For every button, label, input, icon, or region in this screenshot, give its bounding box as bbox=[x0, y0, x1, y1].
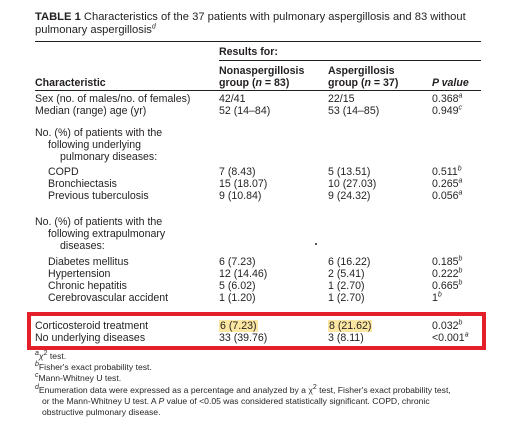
caption-text-2: pulmonary aspergillosis bbox=[35, 24, 152, 36]
cell-cort-asp: 8 (21.62) bbox=[328, 320, 373, 332]
cell-sex-asp: 22/15 bbox=[328, 93, 355, 105]
col1-header-1: Nonaspergillosis bbox=[219, 65, 305, 77]
caption-footnote-mark: d bbox=[151, 23, 156, 31]
highlight-marker: 8 (21.62) bbox=[328, 320, 373, 332]
cell-hep-p: 0.665b bbox=[432, 279, 463, 292]
cell-bronch-non: 15 (18.07) bbox=[219, 178, 268, 190]
cell-hep-non: 5 (6.02) bbox=[219, 280, 256, 292]
row-label-htn: Hypertension bbox=[48, 268, 111, 280]
red-highlight-box bbox=[27, 312, 486, 350]
cell-tb-non: 9 (10.84) bbox=[219, 190, 262, 202]
pulm-section-heading-3: pulmonary diseases: bbox=[60, 151, 158, 163]
cell-tb-p: 0.056a bbox=[432, 189, 463, 202]
table-label: TABLE 1 bbox=[35, 11, 81, 23]
cell-tb-asp: 9 (24.32) bbox=[328, 190, 371, 202]
cell-cva-non: 1 (1.20) bbox=[219, 292, 256, 304]
cell-cva-p: 1b bbox=[432, 291, 442, 304]
row-label-age: Median (range) age (yr) bbox=[35, 105, 147, 117]
row-label-sex: Sex (no. of males/no. of females) bbox=[35, 93, 191, 105]
cell-cort-p: 0.032b bbox=[432, 319, 463, 332]
col2-header-2: group (n = 37) bbox=[328, 77, 399, 89]
footnote-d-line2: or the Mann-Whitney U test. A P value of… bbox=[42, 396, 430, 406]
row-label-bronch: Bronchiectasis bbox=[48, 178, 117, 190]
row-label-dm: Diabetes mellitus bbox=[48, 256, 129, 268]
row-label-copd: COPD bbox=[48, 166, 79, 178]
col2-header-1: Aspergillosis bbox=[328, 65, 395, 77]
table-caption: TABLE 1 Characteristics of the 37 patien… bbox=[35, 11, 505, 37]
extra-section-heading-3: diseases: bbox=[60, 240, 105, 252]
row-label-no-underlying: No underlying diseases bbox=[35, 332, 146, 344]
row-label-cva: Cerebrovascular accident bbox=[48, 292, 169, 304]
top-rule bbox=[35, 41, 481, 42]
cell-none-p: <0.001a bbox=[432, 331, 469, 344]
pulm-section-heading-1: No. (%) of patients with the bbox=[35, 127, 163, 139]
cell-copd-p: 0.511b bbox=[432, 165, 462, 178]
cell-bronch-p: 0.265a bbox=[432, 177, 463, 190]
extra-section-heading-1: No. (%) of patients with the bbox=[35, 216, 163, 228]
header-rule bbox=[35, 90, 481, 91]
cell-copd-asp: 5 (13.51) bbox=[328, 166, 371, 178]
cell-htn-asp: 2 (5.41) bbox=[328, 268, 365, 280]
cell-htn-non: 12 (14.46) bbox=[219, 268, 268, 280]
row-label-tb: Previous tuberculosis bbox=[48, 190, 149, 202]
footnote-a: aχ2 test. bbox=[35, 350, 67, 361]
cell-age-p: 0.949c bbox=[432, 104, 463, 117]
cell-none-asp: 3 (8.11) bbox=[328, 332, 364, 344]
cell-dm-non: 6 (7.23) bbox=[219, 256, 256, 268]
cell-sex-p: 0.368a bbox=[432, 92, 463, 105]
results-for-header: Results for: bbox=[219, 46, 278, 58]
cell-hep-asp: 1 (2.70) bbox=[328, 280, 365, 292]
extra-section-heading-2: following extrapulmonary bbox=[48, 228, 166, 240]
cell-age-asp: 53 (14–85) bbox=[328, 105, 380, 117]
cell-htn-p: 0.222b bbox=[432, 267, 463, 280]
row-label-hep: Chronic hepatitis bbox=[48, 280, 127, 292]
cell-none-non: 33 (39.76) bbox=[219, 332, 268, 344]
cell-cort-non: 6 (7.23) bbox=[219, 320, 258, 332]
row-label-corticosteroid: Corticosteroid treatment bbox=[35, 320, 149, 332]
cell-dm-asp: 6 (16.22) bbox=[328, 256, 371, 268]
pulm-section-heading-2: following underlying bbox=[48, 139, 142, 151]
stray-dot bbox=[315, 243, 317, 245]
cell-cva-asp: 1 (2.70) bbox=[328, 292, 365, 304]
cell-dm-p: 0.185b bbox=[432, 255, 463, 268]
cell-sex-non: 42/41 bbox=[219, 93, 246, 105]
cell-copd-non: 7 (8.43) bbox=[219, 166, 256, 178]
footnote-d-line3: obstructive pulmonary disease. bbox=[42, 407, 161, 417]
spanner-rule bbox=[219, 60, 481, 61]
cell-age-non: 52 (14–84) bbox=[219, 105, 271, 117]
footnote-c: cMann-Whitney U test. bbox=[35, 372, 122, 383]
highlight-marker: 6 (7.23) bbox=[219, 320, 258, 332]
caption-text-1: Characteristics of the 37 patients with … bbox=[80, 11, 466, 23]
characteristic-header: Characteristic bbox=[35, 77, 106, 89]
footnote-d-line1: dEnumeration data were expressed as a pe… bbox=[35, 384, 451, 395]
cell-bronch-asp: 10 (27.03) bbox=[328, 178, 377, 190]
pvalue-header: P value bbox=[432, 77, 469, 89]
footnote-b: bFisher's exact probability test. bbox=[35, 361, 152, 372]
col1-header-2: group (n = 83) bbox=[219, 77, 290, 89]
